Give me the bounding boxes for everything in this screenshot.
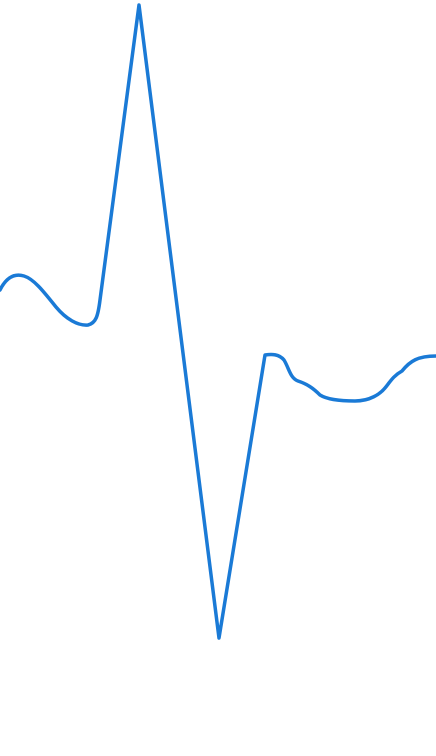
ecg-waveform-line	[0, 3, 436, 640]
